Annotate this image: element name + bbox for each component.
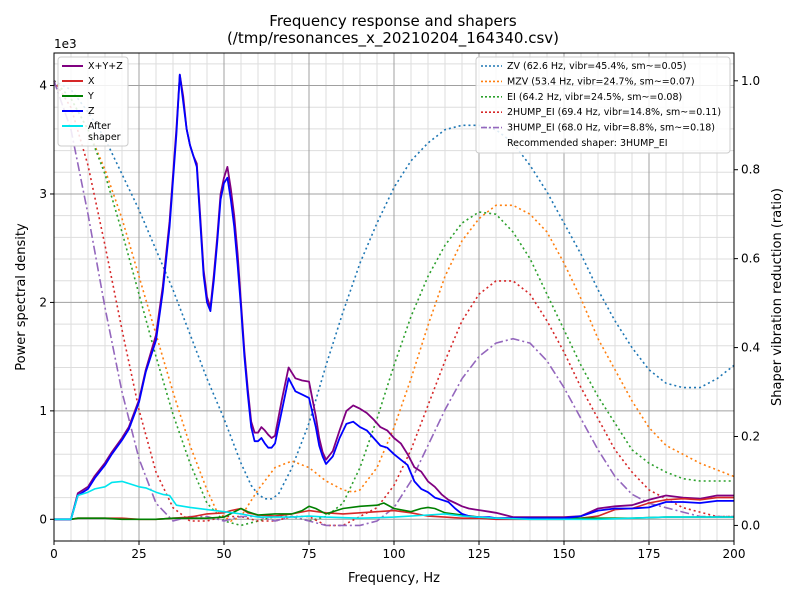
shaper-legend-box [475,56,731,154]
y-tick-label: 1 [39,404,47,418]
x-tick-label: 150 [553,547,576,561]
psd-curve-after [54,480,734,521]
y-axis-ticks: 0 1 2 3 4 [39,79,54,526]
x-tick-label: 175 [638,547,661,561]
y2-tick-label: 0.2 [741,430,760,444]
y-offset-label: 1e3 [54,37,77,51]
x-tick-label: 200 [723,547,746,561]
shaper-curve-3hump-ei [53,80,734,527]
chart-subtitle: (/tmp/resonances_x_20210204_164340.csv) [227,29,559,48]
y2-tick-label: 0.6 [741,252,760,266]
x-tick-label: 75 [301,547,316,561]
y-tick-label: 0 [39,512,47,526]
shaper-curves [53,80,735,527]
x-axis-ticks: 0 25 50 75 100 125 150 175 200 [50,541,745,561]
y2-axis-ticks: 0.0 0.2 0.4 0.6 0.8 1.0 [734,74,760,532]
recommended-shaper-label: Recommended shaper: 3HUMP_EI [507,138,668,149]
psd-legend-label-line2: shaper [88,132,121,143]
psd-legend-label: Z [88,106,95,117]
shaper-legend-label: 3HUMP_EI (68.0 Hz, vibr=8.8%, sm~=0.18) [507,123,715,134]
psd-curves [54,73,734,521]
shaper-legend-label: EI (64.2 Hz, vibr=24.5%, sm~=0.08) [507,92,682,103]
y-tick-label: 2 [39,295,47,309]
y-tick-label: 4 [39,79,47,93]
y2-tick-label: 0.4 [741,341,760,355]
x-axis-label: Frequency, Hz [348,571,440,586]
shaper-curve-ei [53,80,734,527]
x-tick-label: 0 [50,547,58,561]
x-tick-label: 125 [468,547,491,561]
shaper-legend-label: MZV (53.4 Hz, vibr=24.7%, sm~=0.07) [507,76,695,87]
y-tick-label: 3 [39,187,47,201]
y2-axis-label: Shaper vibration reduction (ratio) [770,188,785,406]
psd-legend-label: X+Y+Z [88,61,123,72]
y-axis-label: Power spectral density [14,223,29,371]
psd-legend-label: After [88,121,111,132]
shaper-legend-label: 2HUMP_EI (69.4 Hz, vibr=14.8%, sm~=0.11) [507,107,721,118]
x-tick-label: 100 [383,547,406,561]
y2-tick-label: 0.0 [741,518,760,532]
psd-legend-label: Y [87,91,94,102]
shaper-curve-2hump-ei [53,80,734,527]
shaper-legend-label: ZV (62.6 Hz, vibr=45.4%, sm~=0.05) [507,61,686,72]
shaper-curve-zv [53,80,735,500]
chart-title: Frequency response and shapers [269,12,517,30]
shaper-legend: ZV (62.6 Hz, vibr=45.4%, sm~=0.05) MZV (5… [475,56,731,154]
y2-tick-label: 1.0 [741,74,760,88]
x-tick-label: 50 [216,547,231,561]
shaper-curve-mzv [53,80,735,522]
psd-legend-box [57,56,129,147]
psd-legend-label: X [88,76,95,87]
y2-tick-label: 0.8 [741,163,760,177]
x-tick-label: 25 [131,547,146,561]
